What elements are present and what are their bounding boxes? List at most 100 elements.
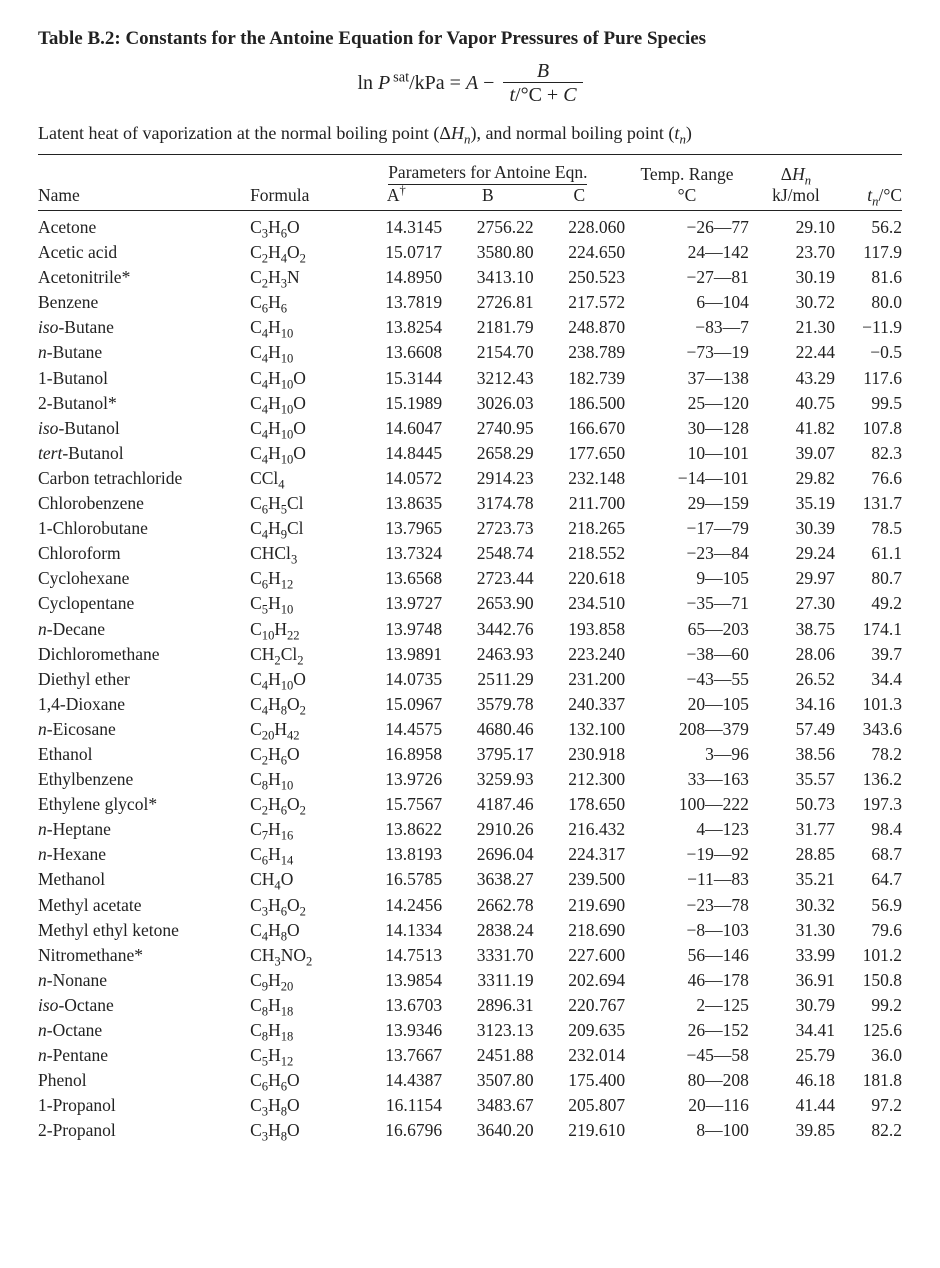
table-row: n-OctaneC8H1813.93463123.13209.63526—152…	[38, 1018, 902, 1043]
cell-name: Ethylene glycol*	[38, 792, 250, 817]
cell-name: n-Pentane	[38, 1043, 250, 1068]
cell-range: 208—379	[625, 717, 757, 742]
cell-formula: C6H6O	[250, 1068, 350, 1093]
cell-dHn: 28.06	[757, 642, 835, 667]
cell-tn: 98.4	[835, 817, 902, 842]
table-row: iso-ButaneC4H1013.82542181.79248.870−83—…	[38, 315, 902, 340]
cell-tn: 81.6	[835, 265, 902, 290]
table-row: iso-OctaneC8H1813.67032896.31220.7672—12…	[38, 993, 902, 1018]
cell-B: 2451.88	[442, 1043, 534, 1068]
cell-name: n-Nonane	[38, 968, 250, 993]
cell-tn: 78.2	[835, 742, 902, 767]
cell-A: 16.5785	[351, 867, 443, 892]
cell-B: 3483.67	[442, 1093, 534, 1118]
cell-formula: CHCl3	[250, 541, 350, 566]
cell-A: 14.8445	[351, 441, 443, 466]
table-row: 2-Butanol*C4H10O15.19893026.03186.50025—…	[38, 391, 902, 416]
cell-dHn: 21.30	[757, 315, 835, 340]
cell-dHn: 26.52	[757, 667, 835, 692]
cell-range: 3—96	[625, 742, 757, 767]
cell-tn: −0.5	[835, 340, 902, 365]
cell-C: 175.400	[534, 1068, 626, 1093]
cell-range: 33—163	[625, 767, 757, 792]
cell-A: 15.0967	[351, 692, 443, 717]
cell-tn: 197.3	[835, 792, 902, 817]
cell-range: 65—203	[625, 617, 757, 642]
cell-A: 13.9346	[351, 1018, 443, 1043]
cell-B: 2658.29	[442, 441, 534, 466]
cell-tn: 39.7	[835, 642, 902, 667]
cell-name: Acetic acid	[38, 240, 250, 265]
cell-A: 14.7513	[351, 943, 443, 968]
cell-range: 20—105	[625, 692, 757, 717]
cell-dHn: 46.18	[757, 1068, 835, 1093]
cell-name: Cyclopentane	[38, 591, 250, 616]
cell-formula: C6H6	[250, 290, 350, 315]
cell-B: 2756.22	[442, 215, 534, 240]
cell-A: 13.8622	[351, 817, 443, 842]
cell-C: 232.014	[534, 1043, 626, 1068]
cell-dHn: 38.75	[757, 617, 835, 642]
cell-tn: 343.6	[835, 717, 902, 742]
cell-tn: 117.6	[835, 366, 902, 391]
cell-dHn: 35.57	[757, 767, 835, 792]
cell-tn: 34.4	[835, 667, 902, 692]
cell-tn: 68.7	[835, 842, 902, 867]
cell-C: 202.694	[534, 968, 626, 993]
cell-formula: C4H10O	[250, 391, 350, 416]
cell-tn: 174.1	[835, 617, 902, 642]
cell-B: 3640.20	[442, 1118, 534, 1143]
cell-range: 6—104	[625, 290, 757, 315]
table-row: n-ButaneC4H1013.66082154.70238.789−73—19…	[38, 340, 902, 365]
cell-dHn: 29.24	[757, 541, 835, 566]
cell-formula: C4H9Cl	[250, 516, 350, 541]
cell-name: 1,4-Dioxane	[38, 692, 250, 717]
table-title: Table B.2: Constants for the Antoine Equ…	[38, 28, 902, 50]
table-row: PhenolC6H6O14.43873507.80175.40080—20846…	[38, 1068, 902, 1093]
cell-A: 13.8635	[351, 491, 443, 516]
cell-tn: 82.2	[835, 1118, 902, 1143]
cell-tn: 61.1	[835, 541, 902, 566]
cell-tn: 99.5	[835, 391, 902, 416]
cell-formula: C5H12	[250, 1043, 350, 1068]
header-A: A†	[351, 184, 443, 207]
cell-dHn: 35.21	[757, 867, 835, 892]
cell-A: 13.6703	[351, 993, 443, 1018]
cell-tn: 64.7	[835, 867, 902, 892]
cell-B: 3579.78	[442, 692, 534, 717]
cell-formula: C3H6O	[250, 215, 350, 240]
cell-A: 13.7819	[351, 290, 443, 315]
header-name: Name	[38, 184, 250, 207]
cell-dHn: 43.29	[757, 366, 835, 391]
header-B: B	[442, 184, 534, 207]
cell-C: 177.650	[534, 441, 626, 466]
cell-name: Methyl acetate	[38, 893, 250, 918]
cell-tn: 97.2	[835, 1093, 902, 1118]
cell-dHn: 41.44	[757, 1093, 835, 1118]
cell-dHn: 29.82	[757, 466, 835, 491]
table-row: n-EicosaneC20H4214.45754680.46132.100208…	[38, 717, 902, 742]
cell-range: 37—138	[625, 366, 757, 391]
cell-name: Diethyl ether	[38, 667, 250, 692]
table-row: iso-ButanolC4H10O14.60472740.95166.67030…	[38, 416, 902, 441]
cell-C: 250.523	[534, 265, 626, 290]
cell-C: 227.600	[534, 943, 626, 968]
cell-C: 228.060	[534, 215, 626, 240]
cell-A: 14.4575	[351, 717, 443, 742]
cell-A: 13.9891	[351, 642, 443, 667]
cell-C: 178.650	[534, 792, 626, 817]
cell-tn: 49.2	[835, 591, 902, 616]
cell-B: 2181.79	[442, 315, 534, 340]
equation-fraction: B t/°C + C	[503, 60, 582, 107]
cell-range: 46—178	[625, 968, 757, 993]
cell-name: Cyclohexane	[38, 566, 250, 591]
cell-tn: 125.6	[835, 1018, 902, 1043]
cell-B: 2914.23	[442, 466, 534, 491]
cell-A: 16.6796	[351, 1118, 443, 1143]
cell-range: 4—123	[625, 817, 757, 842]
cell-range: 80—208	[625, 1068, 757, 1093]
cell-range: 56—146	[625, 943, 757, 968]
cell-B: 2838.24	[442, 918, 534, 943]
cell-A: 13.7667	[351, 1043, 443, 1068]
cell-name: Ethylbenzene	[38, 767, 250, 792]
